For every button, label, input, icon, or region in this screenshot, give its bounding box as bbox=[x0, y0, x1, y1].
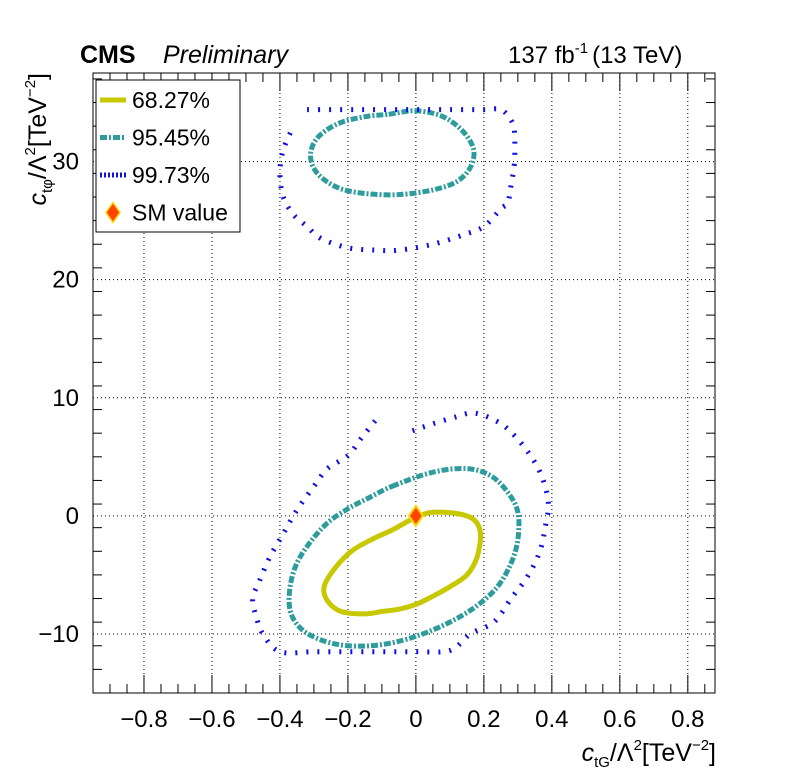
y-tick-label: 0 bbox=[66, 503, 79, 530]
legend-marker-sm bbox=[105, 201, 121, 224]
grid bbox=[93, 73, 715, 693]
legend: 68.27% 95.45% 99.73% SM value bbox=[95, 79, 241, 233]
axis-ticks bbox=[93, 73, 715, 694]
legend-label-2: 99.73% bbox=[132, 162, 210, 188]
legend-label-0: 68.27% bbox=[132, 87, 210, 113]
x-tick-label: 0.8 bbox=[671, 706, 704, 733]
x-tick-label: −0.8 bbox=[120, 706, 167, 733]
x-tick-label: −0.4 bbox=[256, 706, 303, 733]
x-tick-label: 0.4 bbox=[535, 706, 568, 733]
x-tick-label: −0.6 bbox=[188, 706, 235, 733]
contour-68-27-0 bbox=[321, 509, 484, 617]
status-label: Preliminary bbox=[163, 41, 290, 69]
x-tick-label: 0 bbox=[409, 706, 422, 733]
energy-value: (13 TeV) bbox=[592, 42, 682, 69]
legend-label-3: SM value bbox=[132, 200, 228, 226]
lumi-label: 137 fb-1 (13 TeV) bbox=[508, 40, 682, 69]
contour-99-73-4 bbox=[277, 106, 518, 254]
legend-label-1: 95.45% bbox=[132, 125, 210, 151]
y-tick-label: 20 bbox=[52, 267, 79, 294]
experiment-label: CMS bbox=[80, 41, 136, 69]
x-tick-label: −0.2 bbox=[324, 706, 371, 733]
y-tick-label: 10 bbox=[52, 385, 79, 412]
sm-point-layer bbox=[407, 504, 425, 528]
contour-95-45-2 bbox=[308, 108, 477, 198]
lumi-exponent: -1 bbox=[575, 40, 588, 57]
y-axis-title: ctφ/Λ2[TeV−2] bbox=[22, 73, 56, 206]
contour-95-45-1 bbox=[286, 465, 522, 649]
contour-99-73-3 bbox=[250, 410, 551, 656]
lumi-value: 137 fb bbox=[508, 42, 575, 69]
x-tick-label: 0.6 bbox=[603, 706, 636, 733]
x-axis-title: ctG/Λ2[TeV−2] bbox=[582, 737, 716, 771]
legend-box bbox=[95, 79, 241, 233]
tick-labels: −0.8 −0.6 −0.4 −0.2 0 0.2 0.4 0.6 0.8 −10 0 10 20 30 bbox=[38, 149, 704, 733]
y-tick-label: 30 bbox=[52, 149, 79, 176]
contours bbox=[250, 106, 551, 656]
sm-value-marker bbox=[407, 504, 425, 528]
x-tick-label: 0.2 bbox=[467, 706, 500, 733]
y-tick-label: −10 bbox=[38, 621, 79, 648]
